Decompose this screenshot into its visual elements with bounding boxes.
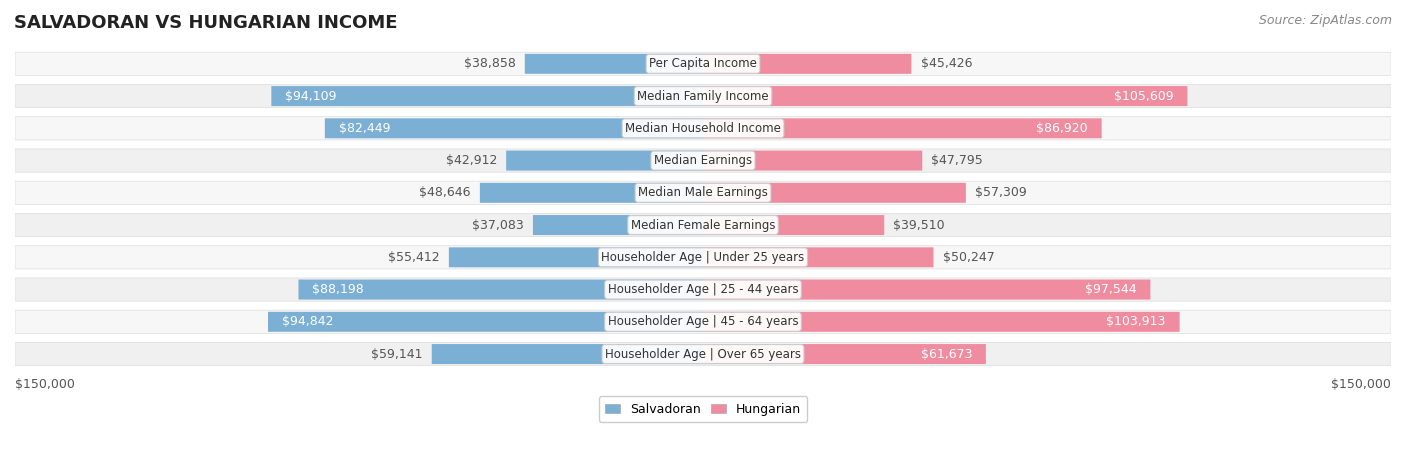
FancyBboxPatch shape — [703, 150, 922, 170]
FancyBboxPatch shape — [15, 246, 1391, 269]
Text: $150,000: $150,000 — [1331, 378, 1391, 391]
FancyBboxPatch shape — [432, 344, 703, 364]
Text: $97,544: $97,544 — [1085, 283, 1136, 296]
Text: Householder Age | Over 65 years: Householder Age | Over 65 years — [605, 347, 801, 361]
Text: $59,141: $59,141 — [371, 347, 423, 361]
FancyBboxPatch shape — [15, 342, 1391, 366]
Text: $86,920: $86,920 — [1036, 122, 1088, 135]
Text: Median Male Earnings: Median Male Earnings — [638, 186, 768, 199]
Text: Median Earnings: Median Earnings — [654, 154, 752, 167]
Text: $150,000: $150,000 — [15, 378, 75, 391]
Text: $94,109: $94,109 — [285, 90, 336, 103]
Text: Source: ZipAtlas.com: Source: ZipAtlas.com — [1258, 14, 1392, 27]
Text: $82,449: $82,449 — [339, 122, 389, 135]
Text: $50,247: $50,247 — [942, 251, 994, 264]
Text: $61,673: $61,673 — [921, 347, 972, 361]
Text: Per Capita Income: Per Capita Income — [650, 57, 756, 71]
Text: $57,309: $57,309 — [974, 186, 1026, 199]
FancyBboxPatch shape — [15, 149, 1391, 172]
Text: SALVADORAN VS HUNGARIAN INCOME: SALVADORAN VS HUNGARIAN INCOME — [14, 14, 398, 32]
Text: $38,858: $38,858 — [464, 57, 516, 71]
Text: Householder Age | 45 - 64 years: Householder Age | 45 - 64 years — [607, 315, 799, 328]
Text: $48,646: $48,646 — [419, 186, 471, 199]
Text: $88,198: $88,198 — [312, 283, 364, 296]
Text: Householder Age | Under 25 years: Householder Age | Under 25 years — [602, 251, 804, 264]
FancyBboxPatch shape — [524, 54, 703, 74]
FancyBboxPatch shape — [506, 150, 703, 170]
FancyBboxPatch shape — [703, 248, 934, 267]
FancyBboxPatch shape — [703, 215, 884, 235]
FancyBboxPatch shape — [479, 183, 703, 203]
Text: $42,912: $42,912 — [446, 154, 496, 167]
Text: $94,842: $94,842 — [281, 315, 333, 328]
FancyBboxPatch shape — [15, 310, 1391, 333]
FancyBboxPatch shape — [15, 117, 1391, 140]
Text: $105,609: $105,609 — [1114, 90, 1174, 103]
Text: Median Female Earnings: Median Female Earnings — [631, 219, 775, 232]
Text: $55,412: $55,412 — [388, 251, 440, 264]
Text: $45,426: $45,426 — [921, 57, 972, 71]
FancyBboxPatch shape — [703, 183, 966, 203]
FancyBboxPatch shape — [15, 181, 1391, 205]
FancyBboxPatch shape — [703, 86, 1188, 106]
FancyBboxPatch shape — [703, 312, 1180, 332]
FancyBboxPatch shape — [15, 85, 1391, 108]
FancyBboxPatch shape — [269, 312, 703, 332]
FancyBboxPatch shape — [533, 215, 703, 235]
FancyBboxPatch shape — [15, 213, 1391, 237]
FancyBboxPatch shape — [703, 280, 1150, 299]
Text: Median Family Income: Median Family Income — [637, 90, 769, 103]
Text: $39,510: $39,510 — [893, 219, 945, 232]
FancyBboxPatch shape — [15, 52, 1391, 76]
Text: Householder Age | 25 - 44 years: Householder Age | 25 - 44 years — [607, 283, 799, 296]
FancyBboxPatch shape — [271, 86, 703, 106]
FancyBboxPatch shape — [15, 278, 1391, 301]
FancyBboxPatch shape — [703, 118, 1102, 138]
Text: $103,913: $103,913 — [1107, 315, 1166, 328]
Legend: Salvadoran, Hungarian: Salvadoran, Hungarian — [599, 396, 807, 422]
FancyBboxPatch shape — [703, 54, 911, 74]
FancyBboxPatch shape — [325, 118, 703, 138]
FancyBboxPatch shape — [298, 280, 703, 299]
FancyBboxPatch shape — [449, 248, 703, 267]
FancyBboxPatch shape — [703, 344, 986, 364]
Text: $37,083: $37,083 — [472, 219, 524, 232]
Text: Median Household Income: Median Household Income — [626, 122, 780, 135]
Text: $47,795: $47,795 — [931, 154, 983, 167]
